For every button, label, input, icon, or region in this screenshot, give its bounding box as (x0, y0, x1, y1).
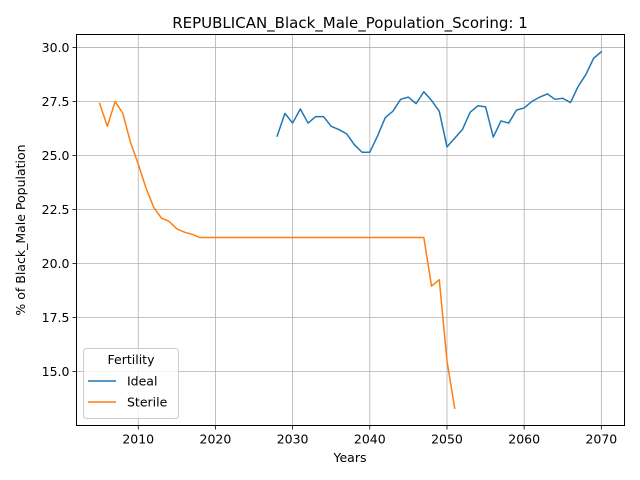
x-axis-label: Years (333, 450, 367, 465)
y-tick-label: 22.5 (42, 202, 70, 217)
y-tick-label: 25.0 (42, 148, 70, 163)
y-axis-label: % of Black_Male Population (13, 144, 28, 315)
x-tick-label: 2050 (431, 432, 463, 447)
legend-title: Fertility (108, 352, 156, 367)
chart-title: REPUBLICAN_Black_Male_Population_Scoring… (172, 14, 528, 33)
x-tick-label: 2060 (508, 432, 540, 447)
legend-label-sterile: Sterile (127, 395, 168, 410)
legend: Fertility Ideal Sterile (84, 349, 179, 419)
x-tick-label: 2010 (122, 432, 154, 447)
y-tick-label: 17.5 (42, 310, 70, 325)
x-tick-label: 2020 (200, 432, 232, 447)
x-tick-label: 2030 (277, 432, 309, 447)
y-tick-label: 15.0 (42, 364, 70, 379)
legend-label-ideal: Ideal (127, 374, 157, 389)
y-tick-label: 27.5 (42, 94, 70, 109)
y-tick-label: 30.0 (42, 40, 70, 55)
y-tick-label: 20.0 (42, 256, 70, 271)
x-tick-label: 2070 (585, 432, 617, 447)
x-tick-label: 2040 (354, 432, 386, 447)
